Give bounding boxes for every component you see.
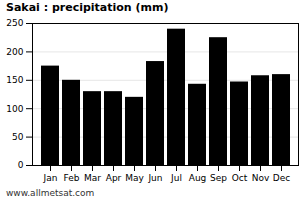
svg-text:250: 250: [6, 18, 23, 28]
svg-text:0: 0: [18, 160, 24, 170]
svg-text:Jun: Jun: [147, 173, 162, 183]
svg-text:50: 50: [12, 132, 24, 142]
svg-text:Jan: Jan: [43, 173, 58, 183]
svg-text:Aug: Aug: [189, 173, 207, 183]
svg-text:200: 200: [6, 47, 23, 57]
svg-text:Feb: Feb: [64, 173, 80, 183]
svg-text:Oct: Oct: [232, 173, 248, 183]
svg-text:Sep: Sep: [210, 173, 227, 183]
svg-text:100: 100: [6, 104, 23, 114]
svg-text:Jul: Jul: [170, 173, 182, 183]
svg-text:Nov: Nov: [252, 173, 270, 183]
svg-text:May: May: [125, 173, 144, 183]
html-text:www.allmetsat.com: www.allmetsat.com: [6, 188, 95, 198]
svg-text:Apr: Apr: [106, 173, 122, 183]
html-text:Sakai : precipitation (mm): Sakai : precipitation (mm): [6, 1, 169, 14]
svg-text:Dec: Dec: [273, 173, 290, 183]
svg-text:Mar: Mar: [84, 173, 101, 183]
svg-text:150: 150: [6, 75, 23, 85]
